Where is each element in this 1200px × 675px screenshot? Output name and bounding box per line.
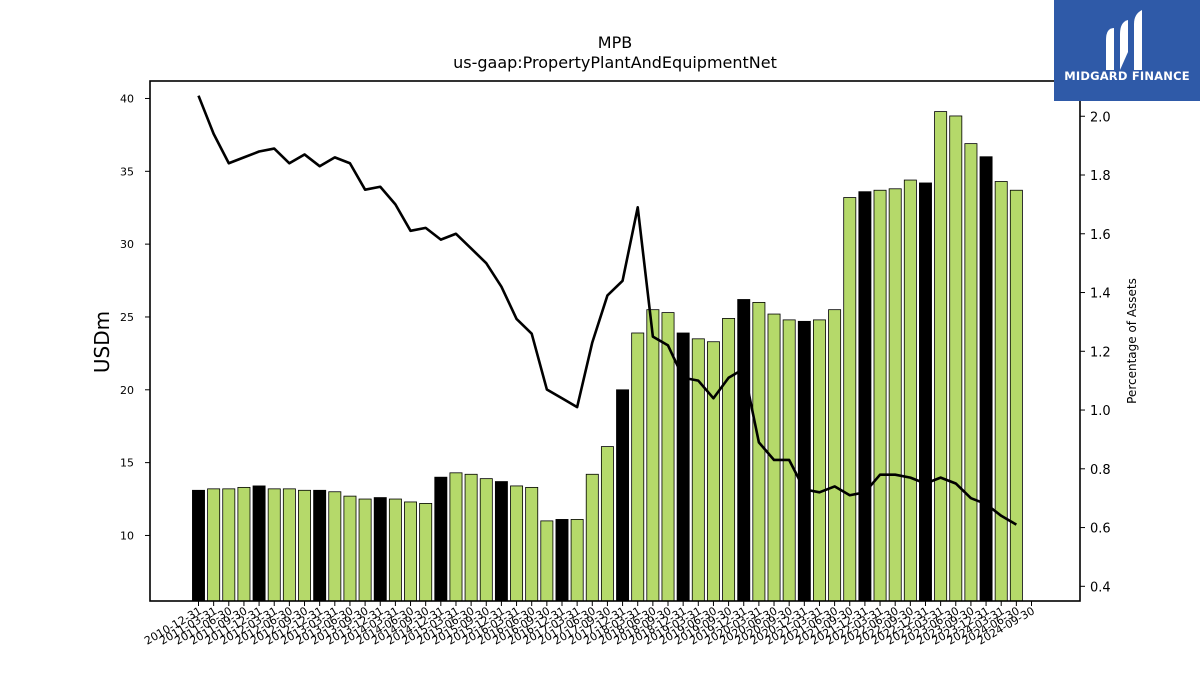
bar-2012-09-30 <box>298 489 311 602</box>
y-tick-label: 30 <box>120 238 134 251</box>
bar-2024-06-30 <box>1009 189 1023 602</box>
bar-2012-03-31 <box>267 488 281 602</box>
bar-2018-12-31 <box>676 332 690 602</box>
bar-2014-12-31 <box>434 476 448 602</box>
y2-tick-label: 0.8 <box>1090 463 1111 478</box>
bar-2012-06-30 <box>282 488 296 602</box>
bar-2017-09-30 <box>600 446 614 602</box>
bar-2015-06-30 <box>464 473 478 602</box>
chart-subtitle: us-gaap:PropertyPlantAndEquipmentNet <box>453 53 777 72</box>
bar-2023-12-31 <box>979 156 993 602</box>
bar-2015-09-30 <box>479 478 493 602</box>
midgard-m-logo-icon <box>1106 10 1142 70</box>
y-tick-label: 40 <box>120 92 134 105</box>
bar-2019-09-30 <box>722 318 736 602</box>
bar-2012-12-31 <box>313 489 327 602</box>
percent-of-assets-line <box>197 95 1018 526</box>
y2-axis-label: Percentage of Assets <box>1125 278 1139 404</box>
bar-2011-03-31 <box>207 488 221 602</box>
bar-2022-12-31 <box>919 182 932 602</box>
bar-2021-06-30 <box>828 309 842 602</box>
bar-2020-06-30 <box>767 313 781 602</box>
y-axis-label: USDm <box>90 311 114 373</box>
bar-2022-03-31 <box>873 189 887 602</box>
bar-2023-03-31 <box>934 111 948 602</box>
bar-2021-03-31 <box>813 319 826 602</box>
bar-2017-03-31 <box>570 519 584 602</box>
bar-2014-06-30 <box>404 501 418 602</box>
axes <box>149 80 1081 602</box>
bar-2014-03-31 <box>388 498 402 602</box>
bar-2013-06-30 <box>343 495 357 602</box>
bar-2011-09-30 <box>237 486 251 602</box>
bar-2015-03-31 <box>449 472 463 602</box>
bar-2019-06-30 <box>706 341 720 602</box>
bar-2022-06-30 <box>888 188 902 602</box>
bar-2023-09-30 <box>964 143 978 602</box>
bar-2013-03-31 <box>328 491 342 602</box>
bar-2016-03-31 <box>510 485 524 602</box>
bar-2019-03-31 <box>691 338 705 602</box>
logo-text: MIDGARD FINANCE <box>1064 69 1190 83</box>
y2-tick-label: 1.6 <box>1090 228 1111 243</box>
y2-tick-label: 1.2 <box>1090 345 1111 360</box>
bar-2022-09-30 <box>903 179 917 602</box>
y2-tick-label: 2.0 <box>1090 110 1111 125</box>
bar-2016-09-30 <box>540 520 554 602</box>
bar-2017-12-31 <box>616 389 630 602</box>
bar-2013-12-31 <box>373 497 387 602</box>
bar-2014-09-30 <box>419 503 433 602</box>
bar-2019-12-31 <box>737 299 751 602</box>
plot-frame <box>149 80 1081 602</box>
y-tick-label: 25 <box>120 311 134 324</box>
percent-line-series <box>197 95 1018 526</box>
y2-tick-label: 1.4 <box>1090 287 1111 302</box>
y2-tick-labels: 0.4 0.6 0.8 1.0 1.2 1.4 1.6 1.8 2.0 <box>1080 110 1111 595</box>
y2-tick-label: 1.8 <box>1090 169 1111 184</box>
chart-title: MPB <box>597 33 633 52</box>
bar-2013-09-30 <box>358 498 372 602</box>
bar-2011-12-31 <box>252 485 266 602</box>
bar-2020-12-31 <box>797 320 811 602</box>
bar-2018-06-30 <box>646 309 660 602</box>
y-tick-label: 35 <box>120 165 134 178</box>
y2-tick-label: 0.6 <box>1090 522 1111 537</box>
y-tick-label: 20 <box>120 384 134 397</box>
bar-2016-06-30 <box>525 486 539 602</box>
y2-tick-label: 0.4 <box>1090 580 1111 595</box>
y-tick-label: 10 <box>120 529 134 542</box>
bar-2016-12-31 <box>555 519 569 602</box>
midgard-finance-logo: MIDGARD FINANCE <box>1054 0 1200 101</box>
bar-2021-09-30 <box>843 197 857 602</box>
bar-2018-03-31 <box>631 332 645 602</box>
bar-2017-06-30 <box>585 473 599 602</box>
bar-series <box>192 111 1023 602</box>
y-tick-labels: 10 15 20 25 30 35 40 <box>120 92 150 542</box>
bar-2020-03-31 <box>752 301 766 602</box>
y-tick-label: 15 <box>120 457 134 470</box>
bar-2015-12-31 <box>494 481 508 602</box>
bar-2010-12-31 <box>192 489 205 602</box>
bar-2024-03-31 <box>994 181 1008 602</box>
x-tick-labels: 2010-12-312011-03-312011-06-302011-09-30… <box>142 601 1037 648</box>
bar-2023-06-30 <box>949 115 963 602</box>
bar-2021-12-31 <box>858 191 872 602</box>
y2-tick-label: 1.0 <box>1090 404 1111 419</box>
bar-2011-06-30 <box>222 488 236 602</box>
